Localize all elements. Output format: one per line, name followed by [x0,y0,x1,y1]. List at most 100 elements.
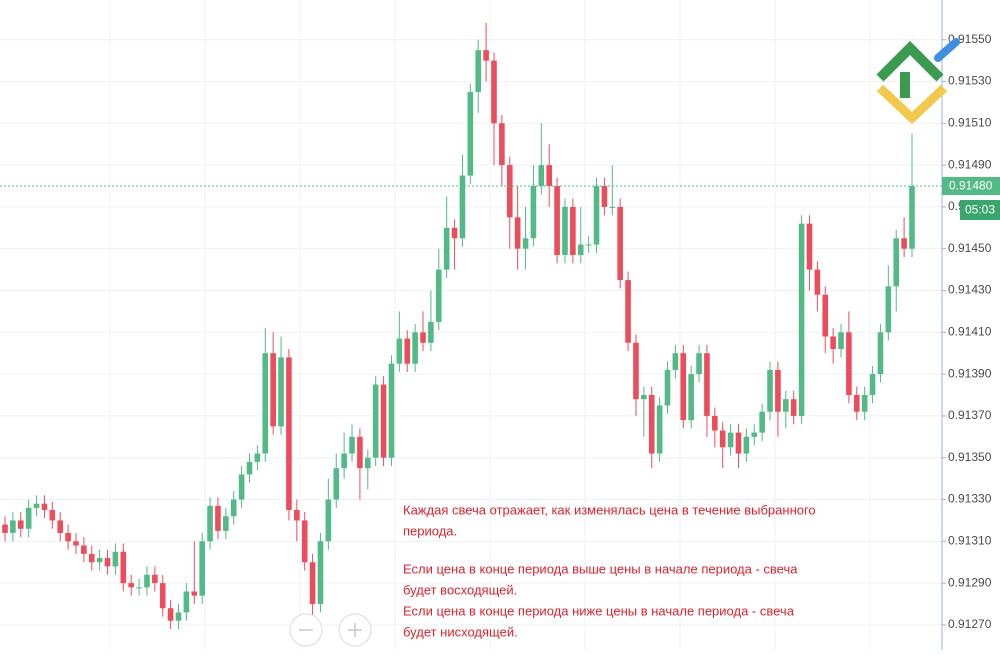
candle-body [806,223,813,270]
candle-body [396,338,403,364]
candle-body [633,342,639,400]
vertical-grid [109,0,871,650]
candle-body [838,332,844,350]
candle-body [25,507,32,529]
candle-body [17,520,24,529]
candle-body [159,583,166,609]
candle-body [893,238,900,287]
candle-body [577,244,584,255]
candle-body [499,123,505,166]
candle-body [372,384,379,458]
candle-body [207,505,213,542]
annotation-line: Каждая свеча отражает, как изменялась це… [403,502,816,517]
candle-body [420,332,426,343]
last-price-box [942,177,1000,196]
candle-body [901,238,907,249]
candle-body [775,369,781,412]
candle-body [672,353,679,370]
candle-body [88,553,95,563]
zoom-out-button[interactable] [289,613,323,647]
candle-body [380,384,387,458]
y-tick-label: 0.91410 [948,324,992,338]
candle-body [246,461,253,475]
candle-body [325,499,332,542]
candle-body [885,286,892,333]
y-tick-label: 0.91310 [948,533,992,547]
y-tick-label: 0.91350 [948,450,992,464]
candle-body [33,503,40,508]
candle-body [617,206,623,281]
candle-body [191,591,198,596]
candle-body [104,558,111,567]
candle-body [57,520,64,533]
candle-body [506,165,513,218]
candle-body [656,405,663,454]
candle-body [546,165,552,187]
candle-body [136,587,142,589]
candle-body [822,294,829,337]
candle-body [877,332,884,375]
candle-body [152,574,158,584]
candle-body [357,436,363,469]
candle-body [475,50,482,92]
candle-body [199,541,205,596]
candle-body [514,217,521,249]
candle-body [112,551,119,567]
candles [0,22,942,630]
candle-body [278,357,284,427]
y-tick-label: 0.91390 [948,366,992,380]
candle-body [530,186,537,239]
candle-body [719,430,726,448]
candle-body [641,395,647,400]
candle-body [688,374,694,421]
candle-body [483,50,489,61]
candle-body [2,524,8,533]
candle-body [735,432,742,454]
logo [876,38,960,125]
candle-body [909,186,915,249]
candle-body [144,574,150,588]
candle-body [727,432,734,448]
candle-body [215,505,221,531]
candle-body [262,353,269,454]
candle-body [759,411,765,433]
candle-body [301,520,308,563]
candle-body [743,436,750,454]
y-tick-label: 0.91290 [948,575,992,589]
candle-body [270,353,276,427]
candle-body [294,509,300,521]
candle-body [333,468,340,500]
y-tick-label: 0.91330 [948,492,992,506]
candle-body [428,321,434,343]
y-tick-label: 0.91510 [948,115,992,129]
candle-body [451,227,458,239]
candle-body [680,353,687,421]
candle-body [167,608,174,621]
countdown-label: 05:03 [965,203,995,217]
y-tick-label: 0.91370 [948,408,992,422]
candle-body [814,269,821,295]
candle-body [704,353,710,416]
annotation-line: будет восходящей. [403,582,517,597]
candle-body [349,436,355,454]
candle-body [491,60,497,124]
candle-body [648,395,655,454]
candle-body [554,186,560,255]
candle-body [846,332,852,396]
candle-body [459,175,466,239]
candle-body [869,374,876,396]
candle-body [41,503,48,510]
countdown-box [960,200,1000,221]
y-tick-label: 0.91430 [948,283,992,297]
candle-body [601,186,608,207]
candle-body [309,562,316,605]
candle-body [570,206,576,255]
zoom-in-button[interactable] [338,613,372,647]
candle-body [435,269,442,322]
candle-body [538,165,545,187]
candle-body [696,353,702,375]
candle-body [223,516,229,531]
candle-body [96,558,103,563]
